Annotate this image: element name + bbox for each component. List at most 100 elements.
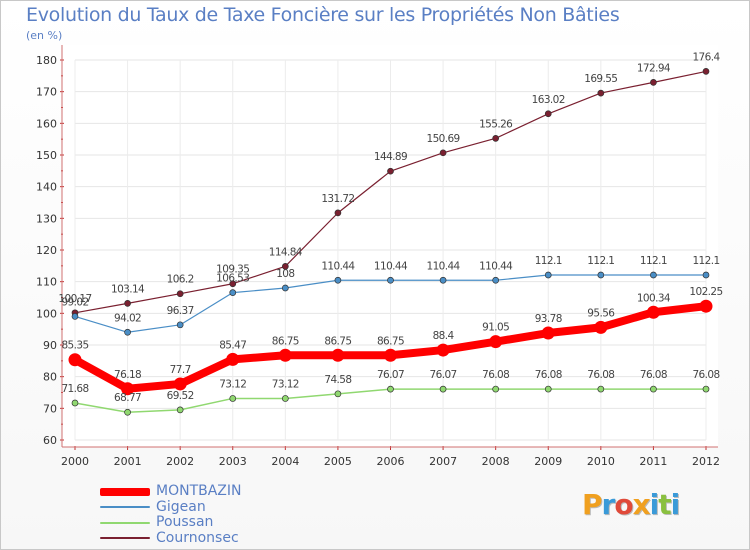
data-label-gigean: 96.37 bbox=[167, 305, 194, 317]
x-tick-label: 2010 bbox=[587, 455, 615, 468]
point-cournonsec bbox=[387, 167, 394, 175]
point-gigean bbox=[176, 321, 184, 329]
data-label-gigean: 112.1 bbox=[535, 255, 562, 267]
legend-label: Gigean bbox=[156, 498, 206, 515]
data-label-cournonsec: 172.94 bbox=[637, 62, 671, 74]
point-gigean bbox=[439, 276, 447, 284]
data-label-cournonsec: 103.14 bbox=[111, 283, 145, 295]
point-cournonsec bbox=[334, 209, 342, 217]
data-label-montbazin: 86.75 bbox=[324, 335, 351, 347]
data-label-montbazin: 86.75 bbox=[377, 335, 404, 347]
point-montbazin bbox=[384, 348, 397, 362]
legend-item-montbazin: MONTBAZIN bbox=[100, 484, 242, 500]
point-cournonsec bbox=[281, 262, 289, 270]
y-tick-label: 140 bbox=[36, 181, 57, 194]
point-montbazin bbox=[594, 320, 608, 334]
data-label-poussan: 76.08 bbox=[587, 369, 614, 381]
point-montbazin bbox=[541, 326, 555, 340]
data-label-cournonsec: 169.55 bbox=[584, 73, 617, 85]
data-label-montbazin: 100.34 bbox=[637, 292, 671, 304]
y-tick-label: 80 bbox=[43, 371, 57, 384]
x-tick-label: 2002 bbox=[166, 455, 194, 468]
point-montbazin bbox=[226, 352, 240, 366]
y-tick-label: 70 bbox=[43, 402, 57, 415]
data-label-montbazin: 85.35 bbox=[61, 340, 88, 352]
point-gigean bbox=[387, 276, 394, 284]
proxiti-logo: Proxiti bbox=[582, 488, 681, 521]
y-tick-label: 100 bbox=[36, 307, 57, 320]
data-label-poussan: 76.08 bbox=[692, 369, 719, 381]
x-tick-label: 2000 bbox=[61, 455, 89, 468]
data-label-gigean: 112.1 bbox=[692, 255, 719, 267]
legend-item-gigean: Gigean bbox=[100, 498, 242, 516]
x-tick-label: 2009 bbox=[534, 455, 562, 468]
data-label-montbazin: 85.47 bbox=[219, 339, 246, 351]
logo-letter: t bbox=[658, 488, 671, 521]
x-tick-label: 2004 bbox=[271, 455, 299, 468]
data-label-poussan: 73.12 bbox=[272, 378, 299, 390]
y-tick-label: 130 bbox=[36, 212, 57, 225]
point-cournonsec bbox=[702, 68, 710, 75]
data-label-cournonsec: 131.72 bbox=[321, 193, 354, 205]
data-label-cournonsec: 155.26 bbox=[479, 118, 513, 130]
data-label-gigean: 112.1 bbox=[587, 255, 614, 267]
data-label-gigean: 112.1 bbox=[640, 255, 667, 267]
point-poussan bbox=[176, 406, 184, 414]
data-label-gigean: 106.53 bbox=[216, 273, 249, 285]
chart-title: Evolution du Taux de Taxe Foncière sur l… bbox=[26, 4, 620, 26]
data-label-montbazin: 77.7 bbox=[170, 364, 191, 376]
point-poussan bbox=[387, 385, 394, 393]
point-gigean bbox=[334, 276, 342, 284]
legend-swatch bbox=[100, 521, 150, 524]
data-label-poussan: 76.08 bbox=[482, 369, 509, 381]
data-label-montbazin: 95.56 bbox=[587, 307, 615, 319]
point-montbazin bbox=[646, 305, 660, 319]
data-label-montbazin: 86.75 bbox=[272, 335, 299, 347]
point-montbazin bbox=[173, 377, 187, 391]
data-label-poussan: 74.58 bbox=[324, 374, 351, 386]
data-label-cournonsec: 150.69 bbox=[427, 133, 460, 145]
data-label-gigean: 110.44 bbox=[427, 260, 461, 272]
point-montbazin bbox=[68, 353, 82, 367]
y-tick-label: 90 bbox=[43, 339, 57, 352]
legend-label: MONTBAZIN bbox=[156, 483, 242, 500]
data-label-gigean: 110.44 bbox=[374, 260, 408, 272]
point-cournonsec bbox=[229, 280, 237, 288]
y-tick-label: 150 bbox=[36, 149, 57, 162]
point-poussan bbox=[544, 385, 552, 393]
data-label-poussan: 68.77 bbox=[114, 392, 141, 404]
point-cournonsec bbox=[492, 134, 500, 142]
data-label-cournonsec: 114.84 bbox=[269, 246, 303, 258]
logo-letter: i bbox=[670, 488, 681, 521]
x-tick-label: 2007 bbox=[429, 455, 457, 468]
point-gigean bbox=[597, 271, 605, 279]
point-gigean bbox=[492, 276, 500, 284]
point-cournonsec bbox=[597, 89, 605, 97]
point-gigean bbox=[281, 284, 289, 292]
legend-swatch bbox=[100, 487, 150, 496]
unit-label: (en %) bbox=[26, 29, 63, 42]
data-label-cournonsec: 163.02 bbox=[532, 94, 565, 106]
y-tick-label: 60 bbox=[43, 434, 57, 447]
point-montbazin bbox=[121, 382, 135, 396]
legend-swatch bbox=[100, 506, 150, 509]
point-gigean bbox=[650, 271, 657, 279]
point-poussan bbox=[492, 385, 500, 393]
data-label-montbazin: 76.18 bbox=[114, 369, 141, 381]
point-poussan bbox=[229, 395, 237, 402]
logo-letter: i bbox=[649, 488, 660, 521]
point-poussan bbox=[71, 399, 79, 407]
point-poussan bbox=[124, 408, 131, 416]
legend-label: Poussan bbox=[156, 514, 214, 531]
data-label-poussan: 76.08 bbox=[535, 369, 562, 381]
point-poussan bbox=[334, 390, 342, 398]
x-tick-label: 2012 bbox=[692, 455, 720, 468]
point-montbazin bbox=[331, 348, 345, 362]
point-cournonsec bbox=[544, 110, 552, 118]
data-label-poussan: 71.68 bbox=[61, 383, 88, 395]
x-tick-label: 2011 bbox=[639, 455, 667, 468]
data-label-cournonsec: 106.2 bbox=[167, 274, 194, 286]
data-label-poussan: 69.52 bbox=[167, 390, 194, 402]
data-label-montbazin: 91.05 bbox=[482, 322, 509, 334]
